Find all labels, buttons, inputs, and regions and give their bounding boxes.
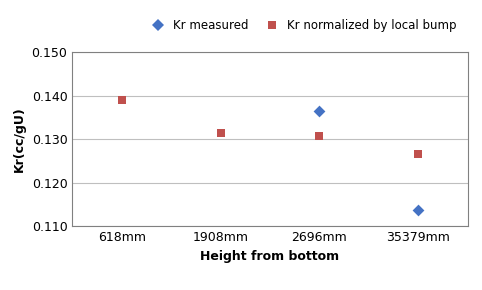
X-axis label: Height from bottom: Height from bottom: [201, 250, 339, 263]
Legend: Kr measured, Kr normalized by local bump: Kr measured, Kr normalized by local bump: [141, 14, 462, 37]
Point: [315, 133, 323, 138]
Point: [414, 152, 422, 157]
Point: [414, 207, 422, 212]
Point: [118, 98, 125, 102]
Y-axis label: Kr(cc/gU): Kr(cc/gU): [13, 106, 26, 172]
Point: [315, 108, 323, 113]
Point: [216, 130, 224, 135]
